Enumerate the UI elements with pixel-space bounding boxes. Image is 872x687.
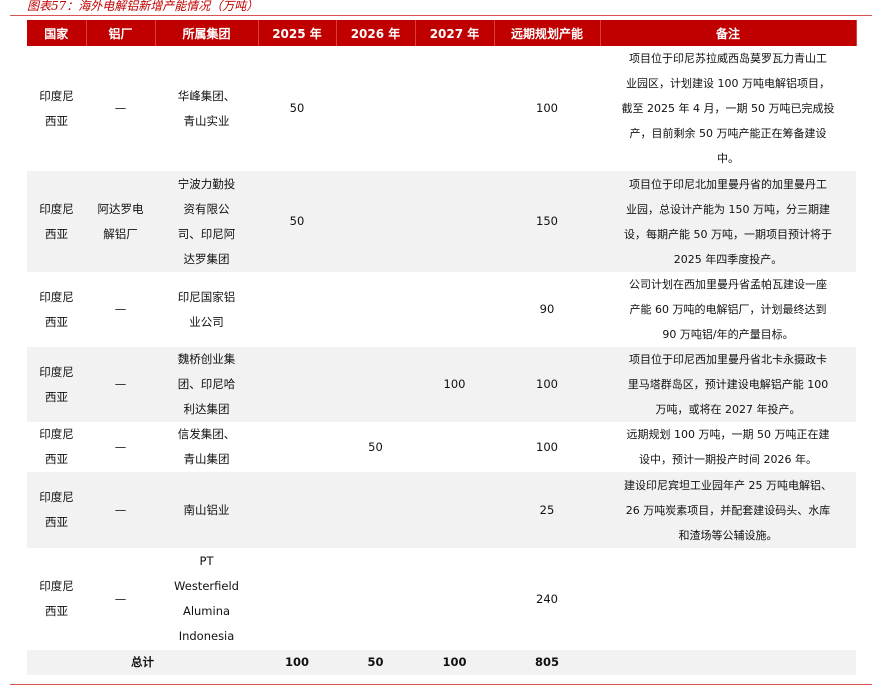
cell-y2027 [415,472,494,548]
total-y2027: 100 [415,650,494,675]
total-row: 总计 100 50 100 805 [27,650,856,675]
table-row: 印度尼 西亚 — 南山铝业 25 建设印尼宾坦工业园年产 25 万吨电解铝、 26 万吨… [27,472,856,548]
header-group: 所属集团 [155,20,259,46]
cell-plant: — [114,591,127,606]
cell-country: 印度尼 西亚 [39,579,74,618]
total-y2026: 50 [336,650,415,675]
header-2026: 2026 年 [336,20,416,46]
cell-y2027 [415,548,494,650]
header-row: 国家 铝厂 所属集团 2025 年 2026 年 2027 年 远期规划产能 备… [27,20,857,46]
cell-group: 华峰集团、 青山实业 [177,88,236,128]
cell-y2026 [336,46,415,171]
cell-note: 建设印尼宾坦工业园年产 25 万吨电解铝、 26 万吨炭素项目，并配套建设码头、… [600,472,856,548]
cell-group: 印尼国家铝 业公司 [177,289,236,329]
cell-longterm: 25 [494,472,600,548]
cell-longterm: 240 [536,591,558,606]
cell-country: 印度尼 西亚 [39,88,74,128]
cell-country: 印度尼 西亚 [27,472,86,548]
cell-y2027 [415,422,494,472]
cell-group: 宁波力勤投 资有限公 司、印尼阿 达罗集团 [155,171,258,272]
table-row: 印度尼 西亚 — 信发集团、 青山集团 50 100 远期规划 100 万吨，一期 50 … [27,422,856,472]
header-note: 备注 [600,20,857,46]
cell-y2027 [415,46,494,171]
cell-y2025 [258,272,336,347]
cell-y2025: 50 [289,101,305,115]
cell-note: 项目位于印尼北加里曼丹省的加里曼丹工 业园，总设计产能为 150 万吨，分三期建… [600,171,856,272]
cell-note: 公司计划在西加里曼丹省孟帕瓦建设一座 产能 60 万吨的电解铝厂，计划最终达到 … [629,278,827,341]
cell-group: 南山铝业 [155,472,258,548]
cell-y2026 [336,272,415,347]
cell-note [600,548,856,650]
cell-note: 项目位于印尼西加里曼丹省北卡永摄政卡 里马塔群岛区，预计建设电解铝产能 100 … [600,347,856,422]
cell-plant: — [114,439,127,454]
figure-title: 图表57：海外电解铝新增产能情况（万吨） [27,0,259,13]
total-longterm: 805 [494,650,600,675]
cell-plant: — [114,101,127,115]
cell-longterm: 90 [539,302,555,316]
header-2025: 2025 年 [258,20,337,46]
cell-group: 信发集团、 青山集团 [177,427,236,466]
header-2027: 2027 年 [415,20,495,46]
cell-y2026: 50 [368,439,383,454]
total-label: 总计 [27,650,258,675]
cell-country: 印度尼 西亚 [27,347,86,422]
cell-group: PT Westerfield Alumina Indonesia [174,554,239,643]
cell-plant: — [114,302,127,316]
header-plant: 铝厂 [86,20,156,46]
table-row: 印度尼 西亚 — 魏桥创业集 团、印尼哈 利达集团 100 100 项目位于印尼西加里曼丹… [27,347,856,422]
cell-y2027: 100 [415,347,494,422]
cell-group: 魏桥创业集 团、印尼哈 利达集团 [155,347,258,422]
table-row: 印度尼 西亚 — 印尼国家铝 业公司 90 公司计划在西加里曼丹省孟帕瓦建设一座 产能 … [27,272,856,347]
cell-y2026 [336,548,415,650]
cell-note: 项目位于印尼苏拉威西岛莫罗瓦力青山工 业园区，计划建设 100 万吨电解铝项目，… [621,52,835,165]
cell-country: 印度尼 西亚 [27,171,86,272]
cell-plant: — [86,472,155,548]
cell-y2025: 50 [258,171,336,272]
cell-y2026 [336,171,415,272]
cell-country: 印度尼 西亚 [39,289,74,329]
cell-note: 远期规划 100 万吨，一期 50 万吨正在建 设中，预计一期投产时间 2026… [626,428,830,466]
cell-y2026 [336,347,415,422]
cell-longterm: 100 [494,347,600,422]
total-empty [600,650,856,675]
cell-longterm: 100 [536,439,558,454]
cell-longterm: 150 [494,171,600,272]
cell-y2025 [258,472,336,548]
table-row: 印度尼 西亚 — 华峰集团、 青山实业 50 100 项目位于印尼苏拉威西岛莫罗瓦力青山工… [27,46,856,171]
cell-y2027 [415,171,494,272]
header-country: 国家 [27,20,87,46]
cell-longterm: 100 [536,101,558,115]
table-row: 印度尼 西亚 阿达罗电 解铝厂 宁波力勤投 资有限公 司、印尼阿 达罗集团 50 150… [27,171,856,272]
cell-y2026 [336,472,415,548]
top-divider [10,15,872,16]
header-longterm: 远期规划产能 [494,20,601,46]
cell-plant: — [86,347,155,422]
capacity-table: 国家 铝厂 所属集团 2025 年 2026 年 2027 年 远期规划产能 备… [27,20,857,675]
cell-y2027 [415,272,494,347]
table-row: 印度尼 西亚 — PT Westerfield Alumina Indonesia 2… [27,548,856,650]
bottom-divider [10,684,872,685]
cell-country: 印度尼 西亚 [39,427,74,466]
total-y2025: 100 [258,650,336,675]
cell-y2025 [258,548,336,650]
cell-y2025 [258,422,336,472]
cell-y2025 [258,347,336,422]
cell-plant: 阿达罗电 解铝厂 [86,171,155,272]
